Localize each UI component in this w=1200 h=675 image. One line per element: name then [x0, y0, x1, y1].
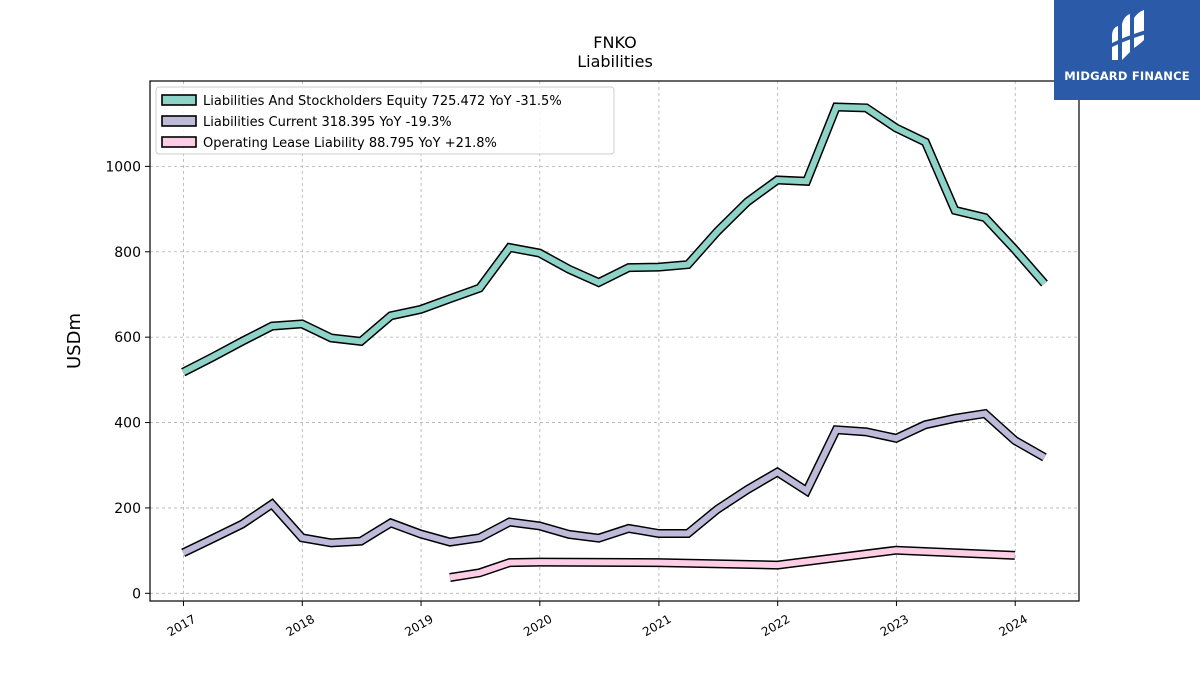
- legend-swatch-1: [161, 115, 197, 127]
- y-tick-label: 600: [114, 330, 141, 346]
- series-line-0: [181, 103, 1047, 375]
- brand-name: MIDGARD FINANCE: [1064, 69, 1190, 83]
- legend-swatch-0: [161, 94, 197, 106]
- series-line-2: [449, 547, 1016, 581]
- y-tick-label: 800: [114, 245, 141, 261]
- y-tick-label: 1000: [105, 159, 141, 175]
- brand-logo: MIDGARD FINANCE: [1054, 0, 1200, 100]
- x-tick-label: 2020: [521, 612, 554, 639]
- plot-area-frame: [149, 80, 1080, 602]
- legend-swatch-2: [161, 136, 197, 148]
- x-tick-label: 2019: [402, 612, 435, 639]
- midgard-logo-icon: [1110, 10, 1146, 60]
- y-tick-label: 200: [114, 501, 141, 517]
- y-tick-label: 400: [114, 416, 141, 432]
- series-lines: [181, 102, 1048, 582]
- x-tick-label: 2023: [878, 612, 911, 639]
- legend-label-2: Operating Lease Liability 88.795 YoY +21…: [203, 136, 497, 151]
- x-tick-label: 2024: [996, 612, 1029, 639]
- series-line-1: [181, 410, 1046, 556]
- chart-title: FNKO: [593, 33, 636, 52]
- chart-subtitle: Liabilities: [577, 52, 653, 71]
- x-tick-label: 2017: [165, 612, 198, 639]
- legend-label-0: Liabilities And Stockholders Equity 725.…: [203, 94, 562, 109]
- x-axis-ticks: 2017 2018 2019 2020 2021 2022 2023 2024: [165, 601, 1030, 639]
- legend: Liabilities And Stockholders Equity 725.…: [155, 86, 615, 155]
- grid-lines: [150, 81, 1079, 601]
- y-tick-label: 0: [132, 586, 141, 602]
- legend-box: [155, 86, 615, 155]
- y-axis-label: USDm: [64, 313, 85, 369]
- x-tick-label: 2018: [284, 612, 317, 639]
- y-axis-ticks: 0 200 400 600 800 1000: [105, 159, 150, 602]
- x-tick-label: 2022: [759, 612, 792, 639]
- x-tick-label: 2021: [640, 612, 673, 639]
- legend-label-1: Liabilities Current 318.395 YoY -19.3%: [203, 115, 452, 130]
